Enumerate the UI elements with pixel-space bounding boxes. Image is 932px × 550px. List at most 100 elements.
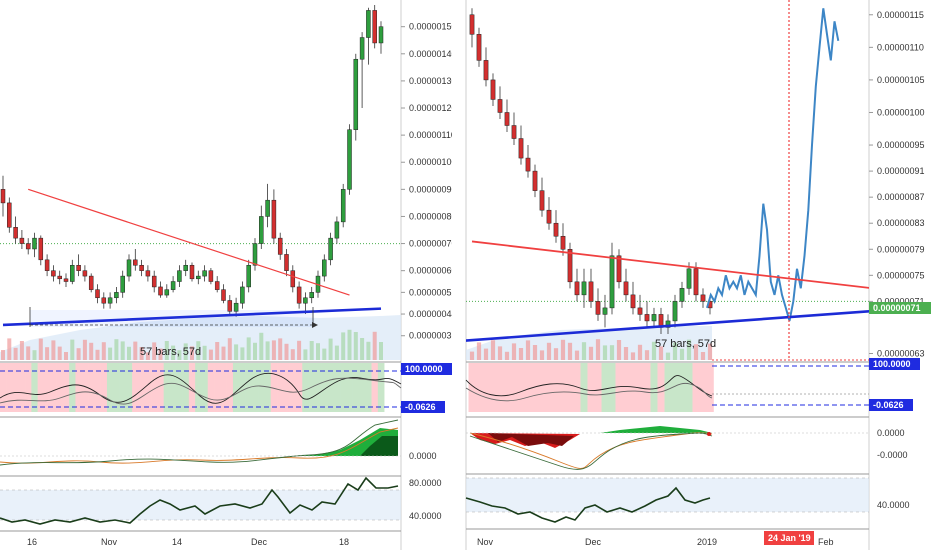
volume-bar bbox=[240, 347, 245, 360]
volume-bar bbox=[221, 346, 226, 360]
ind1-band bbox=[580, 363, 588, 412]
right-support-line[interactable] bbox=[332, 305, 932, 351]
volume-bar bbox=[208, 349, 213, 360]
candle-body bbox=[686, 268, 692, 289]
candle-body bbox=[252, 243, 258, 266]
candle-body bbox=[95, 289, 100, 299]
ind1-band bbox=[176, 363, 183, 412]
volume-bar bbox=[347, 329, 352, 360]
ind1-band bbox=[671, 363, 679, 412]
volume-bar bbox=[89, 342, 94, 360]
candle-body bbox=[158, 286, 163, 296]
ind1-band bbox=[475, 363, 483, 412]
ind1-band bbox=[12, 363, 20, 412]
candle-body bbox=[366, 10, 371, 38]
volume-bar bbox=[581, 342, 587, 360]
right-resistance-line[interactable] bbox=[471, 240, 932, 298]
volume-bar bbox=[26, 346, 31, 360]
candle-body bbox=[57, 275, 62, 280]
candle-body bbox=[623, 281, 629, 296]
right-y-tick: 0.00000079 bbox=[877, 244, 925, 254]
volume-bar bbox=[145, 352, 150, 360]
svg-text:-0.0626: -0.0626 bbox=[405, 402, 436, 412]
candle-body bbox=[221, 289, 226, 301]
volume-bar bbox=[246, 337, 251, 360]
left-y-tick: 0.00000100 bbox=[409, 157, 457, 167]
left-resistance-line[interactable] bbox=[28, 188, 350, 296]
left-ind2-label: 0.0000 bbox=[409, 451, 437, 461]
right-measure-label: 57 bars, 57d bbox=[655, 338, 716, 350]
right-y-tick: 0.00000095 bbox=[877, 140, 925, 150]
volume-bar bbox=[602, 345, 608, 360]
volume-bar bbox=[64, 352, 68, 360]
left-measure-tool[interactable] bbox=[29, 307, 318, 328]
left-x-tick: 14 bbox=[172, 537, 182, 547]
ind1-band bbox=[333, 363, 341, 412]
left-support-line[interactable] bbox=[2, 307, 382, 327]
right-y-tick: 0.00000083 bbox=[877, 218, 925, 228]
ind1-band bbox=[517, 363, 525, 412]
volume-bar bbox=[679, 348, 685, 360]
volume-bar bbox=[171, 345, 176, 360]
candle-body bbox=[347, 129, 352, 190]
candle-body bbox=[164, 289, 170, 296]
current-price-badge: 0.00000071 bbox=[869, 302, 931, 314]
right-ind2-label-b: -0.0000 bbox=[877, 450, 908, 460]
candle-body bbox=[114, 292, 119, 299]
left-y-tick: 0.00000036 bbox=[409, 331, 457, 341]
right-x-tick: Dec bbox=[585, 537, 602, 547]
volume-bar bbox=[7, 338, 12, 360]
ind1-band bbox=[258, 363, 265, 412]
volume-bar bbox=[644, 350, 650, 360]
candle-body bbox=[277, 237, 283, 255]
volume-bar bbox=[322, 348, 327, 360]
ind1-band bbox=[251, 363, 259, 412]
left-ind3-label-high: 80.0000 bbox=[409, 478, 442, 488]
right-ind1-label-low: -0.0626 bbox=[869, 399, 913, 411]
candle-body bbox=[303, 297, 308, 304]
candle-body bbox=[38, 237, 44, 261]
left-y-tick: 0.00000150 bbox=[409, 22, 457, 32]
volume-bar bbox=[297, 340, 302, 360]
svg-text:100.0000: 100.0000 bbox=[873, 359, 911, 369]
ind1-band bbox=[365, 363, 372, 412]
volume-bar bbox=[19, 341, 24, 360]
ind1-band bbox=[468, 363, 476, 412]
ind1-band bbox=[327, 363, 335, 412]
ind1-band bbox=[482, 363, 490, 412]
left-candles bbox=[0, 5, 384, 317]
ind1-band bbox=[615, 363, 623, 412]
left-y-tick: 0.00000130 bbox=[409, 76, 457, 86]
candle-body bbox=[588, 281, 594, 302]
candle-body bbox=[246, 265, 251, 288]
ind1-band bbox=[220, 363, 227, 412]
ind1-band bbox=[157, 363, 164, 412]
volume-bar bbox=[574, 350, 580, 360]
ind1-band bbox=[37, 363, 45, 412]
candle-body bbox=[101, 297, 107, 304]
candle-body bbox=[511, 125, 517, 139]
volume-bar bbox=[309, 341, 314, 360]
candle-body bbox=[483, 60, 489, 81]
candle-body bbox=[177, 270, 182, 282]
right-y-tick: 0.00000115 bbox=[877, 10, 924, 20]
candle-body bbox=[378, 26, 384, 44]
volume-bar bbox=[353, 332, 358, 360]
volume-bar bbox=[560, 339, 566, 360]
left-volume-bars bbox=[1, 329, 383, 360]
svg-text:0.00000071: 0.00000071 bbox=[873, 303, 921, 313]
ind1-band bbox=[664, 363, 672, 412]
left-ind2-histogram-dark bbox=[360, 436, 398, 456]
candle-body bbox=[581, 281, 587, 296]
ind1-band bbox=[346, 363, 353, 412]
volume-bar bbox=[379, 342, 383, 360]
volume-bar bbox=[511, 343, 517, 360]
ind1-band bbox=[699, 363, 707, 412]
ind1-band bbox=[43, 363, 51, 412]
ind1-band bbox=[56, 363, 64, 412]
volume-bar bbox=[101, 342, 106, 360]
right-y-tick: 0.00000105 bbox=[877, 75, 925, 85]
ind1-band bbox=[201, 363, 209, 412]
right-volume-bars bbox=[469, 339, 713, 360]
